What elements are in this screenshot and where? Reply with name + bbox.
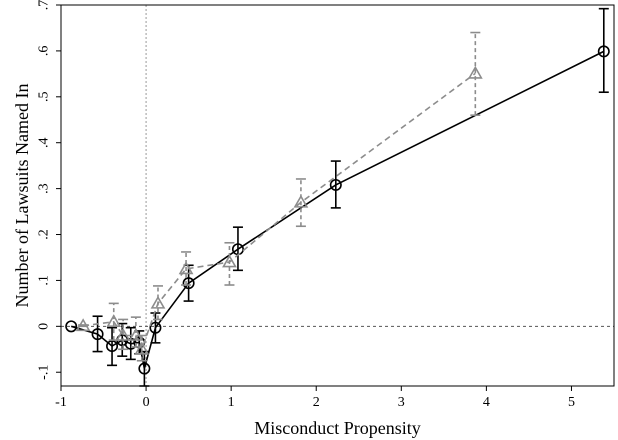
y-tick-label: .1 [37,275,52,286]
axes: -1 0 1 2 3 4 5 -.1 0 .1 .2 .3 .4 .5 .6 .7 [37,0,615,410]
y-axis-title: Number of Lawsuits Named In [12,84,32,308]
data-point-triangle [106,314,122,328]
data-point-triangle [75,318,91,332]
data-point-circle [65,320,78,333]
y-tick-label: .4 [37,137,52,148]
y-tick-label: .3 [37,183,52,194]
series-1 [65,7,610,387]
x-tick-label: 0 [143,395,150,410]
data-point-triangle [467,65,483,79]
data-point-circle [149,321,162,334]
y-tick-label: .5 [37,92,52,103]
data-point-triangle [178,261,194,275]
y-tick-label: -.1 [37,365,52,380]
data-point-circle [91,328,104,341]
data-point-triangle [134,341,150,355]
data-point-circle [597,45,610,58]
data-point-circle [182,277,195,290]
data-point-triangle [293,194,309,208]
reference-lines [61,5,614,386]
x-tick-label: 3 [398,395,405,410]
series-1-line [70,50,605,369]
data-point-circle [329,178,342,191]
data-point-triangle [115,327,131,341]
x-axis-title: Misconduct Propensity [254,418,421,438]
y-tick-label: .7 [37,0,52,10]
series-layer [65,7,610,387]
x-tick-label: -1 [55,395,67,410]
series-2 [75,31,483,362]
x-tick-label: 2 [313,395,320,410]
y-tick-label: .2 [37,229,52,240]
data-point-triangle [150,295,166,309]
plot-frame [60,4,615,387]
y-tick-label: .6 [37,46,52,57]
series-2-line [83,72,476,352]
data-point-triangle [222,254,237,268]
x-tick-label: 4 [483,395,490,410]
x-tick-label: 1 [228,395,235,410]
y-tick-label: 0 [37,323,52,330]
x-tick-label: 5 [568,395,575,410]
data-point-circle [138,362,151,375]
